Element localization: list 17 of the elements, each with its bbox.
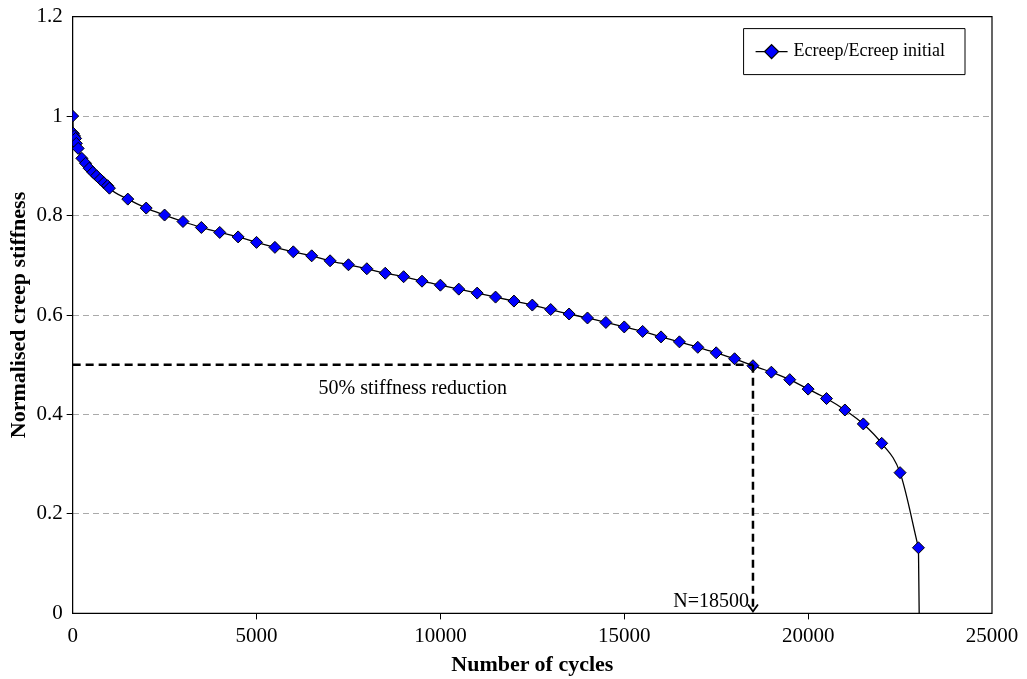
y-tick-label: 0.2: [36, 500, 63, 525]
y-tick-label: 0.6: [36, 301, 63, 326]
y-tick-label: 0.8: [36, 202, 63, 227]
ref-line-label: N=18500: [673, 588, 749, 611]
x-tick-label: 20000: [781, 622, 835, 647]
x-tick-label: 5000: [235, 622, 278, 647]
y-tick-label: 1.2: [36, 3, 63, 28]
x-tick-label: 25000: [965, 622, 1019, 647]
y-tick-label: 0.4: [36, 400, 64, 425]
y-tick-label: 0: [52, 599, 63, 624]
y-tick-label: 1: [52, 102, 63, 127]
legend-label: Ecreep/Ecreep initial: [793, 40, 946, 61]
x-axis-title: Number of cycles: [451, 651, 614, 677]
ref-line-label: 50% stiffness reduction: [318, 375, 508, 398]
x-tick-label: 15000: [598, 622, 651, 647]
x-tick-label: 10000: [414, 622, 467, 647]
y-axis-title: Normalised creep stiffness: [4, 191, 30, 439]
